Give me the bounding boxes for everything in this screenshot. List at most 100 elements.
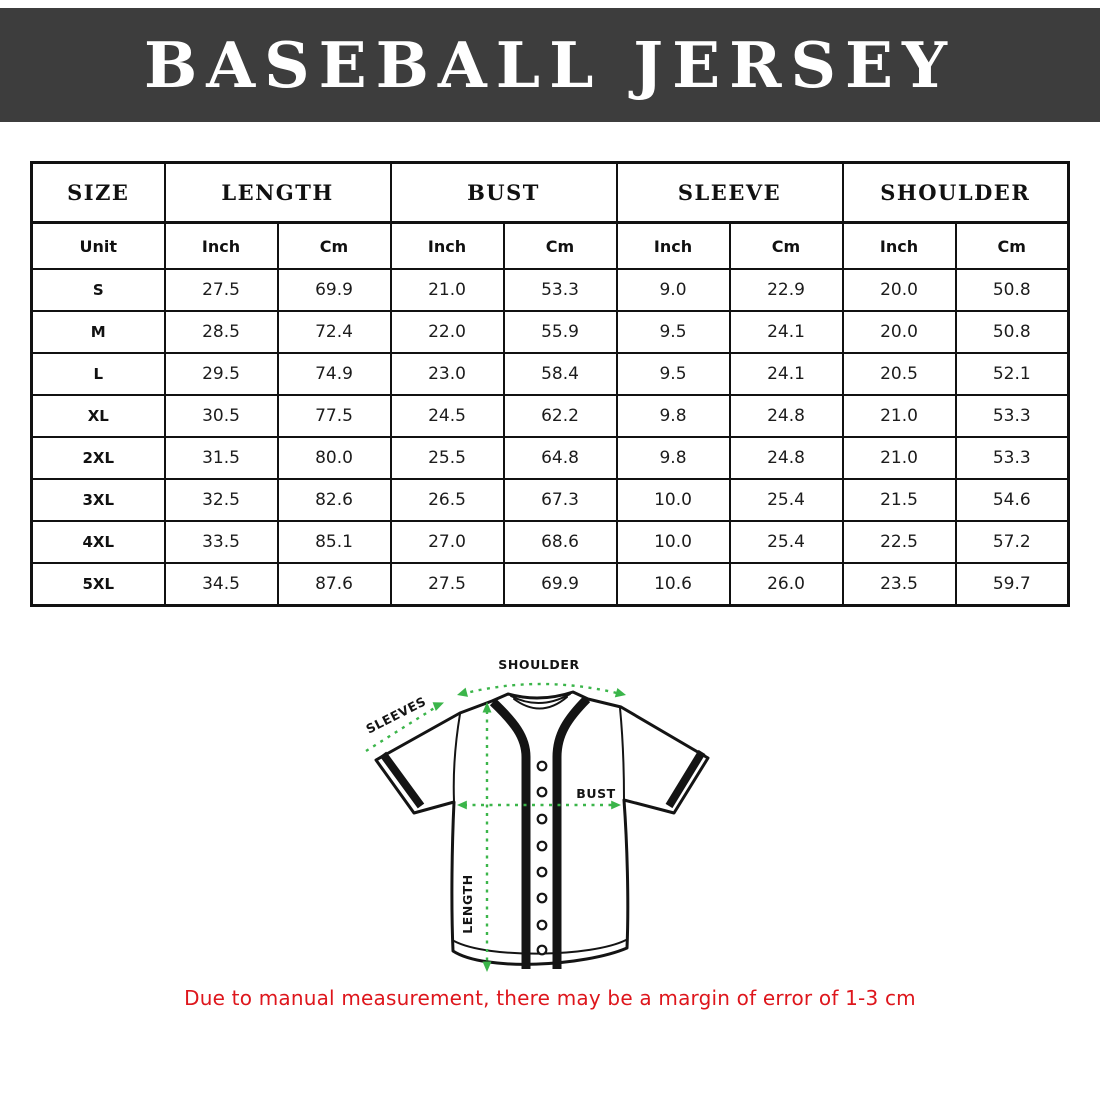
unit-header-7: Cm	[954, 221, 1070, 270]
measurement-value: 9.8	[615, 436, 731, 480]
measurement-value: 32.5	[163, 478, 279, 522]
measurement-value: 10.0	[615, 478, 731, 522]
measurement-value: 57.2	[954, 520, 1070, 564]
unit-header-2: Inch	[389, 221, 505, 270]
measurement-value: 25.4	[728, 478, 844, 522]
measurement-value: 27.5	[163, 268, 279, 312]
measurement-value: 58.4	[502, 352, 618, 396]
measurement-value: 25.4	[728, 520, 844, 564]
measurement-value: 52.1	[954, 352, 1070, 396]
jersey-outline	[374, 690, 710, 966]
measurement-value: 68.6	[502, 520, 618, 564]
measurement-value: 27.0	[389, 520, 505, 564]
measurement-value: 24.1	[728, 352, 844, 396]
measure-lines	[365, 682, 622, 963]
measurement-value: 80.0	[276, 436, 392, 480]
measurement-value: 21.5	[841, 478, 957, 522]
measurement-value: 87.6	[276, 562, 392, 607]
measurement-value: 26.0	[728, 562, 844, 607]
measurement-value: 77.5	[276, 394, 392, 438]
measurement-value: 24.1	[728, 310, 844, 354]
jersey-buttons	[536, 760, 548, 956]
length-measure-label: LENGTH	[460, 874, 475, 934]
table-row-3xl: 3XL 32.5 82.6 26.5 67.3 10.0 25.4 21.5 54.6	[30, 478, 1070, 522]
measurement-value: 74.9	[276, 352, 392, 396]
jersey-placket	[489, 695, 591, 969]
measurement-value: 9.5	[615, 352, 731, 396]
measurement-value: 50.8	[954, 310, 1070, 354]
size-label: XL	[30, 394, 166, 438]
size-label: M	[30, 310, 166, 354]
size-label: 4XL	[30, 520, 166, 564]
unit-header-6: Inch	[841, 221, 957, 270]
size-label: S	[30, 268, 166, 312]
measurement-value: 53.3	[954, 394, 1070, 438]
table-row-m: M 28.5 72.4 22.0 55.9 9.5 24.1 20.0 50.8	[30, 310, 1070, 354]
measurement-value: 24.8	[728, 436, 844, 480]
jersey-cuff-stripes	[379, 749, 706, 809]
shoulder-measure-label: SHOULDER	[498, 657, 580, 672]
measurement-value: 64.8	[502, 436, 618, 480]
col-header-sleeve: SLEEVE	[615, 161, 844, 224]
measurement-value: 85.1	[276, 520, 392, 564]
measurement-value: 21.0	[841, 394, 957, 438]
measurement-value: 22.5	[841, 520, 957, 564]
measurement-value: 54.6	[954, 478, 1070, 522]
size-label: 3XL	[30, 478, 166, 522]
measurement-value: 21.0	[841, 436, 957, 480]
measurement-value: 30.5	[163, 394, 279, 438]
col-header-shoulder: SHOULDER	[841, 161, 1070, 224]
measurement-value: 27.5	[389, 562, 505, 607]
measurement-value: 10.0	[615, 520, 731, 564]
unit-header-4: Inch	[615, 221, 731, 270]
size-label: L	[30, 352, 166, 396]
measurement-value: 29.5	[163, 352, 279, 396]
measurement-value: 22.0	[389, 310, 505, 354]
col-header-length: LENGTH	[163, 161, 392, 224]
measurement-value: 69.9	[276, 268, 392, 312]
measurement-value: 82.6	[276, 478, 392, 522]
measurement-value: 53.3	[502, 268, 618, 312]
measurement-value: 62.2	[502, 394, 618, 438]
measurement-value: 53.3	[954, 436, 1070, 480]
page-title: BASEBALL JERSEY	[144, 28, 956, 102]
jersey-details	[452, 693, 627, 955]
size-label: 5XL	[30, 562, 166, 607]
measurement-value: 9.8	[615, 394, 731, 438]
measurement-value: 22.9	[728, 268, 844, 312]
size-chart-body: S 27.5 69.9 21.0 53.3 9.0 22.9 20.0 50.8 M 28.5 72.…	[30, 268, 1070, 607]
measure-arrowheads	[432, 687, 626, 972]
table-row-2xl: 2XL 31.5 80.0 25.5 64.8 9.8 24.8 21.0 53.3	[30, 436, 1070, 480]
unit-header-0: Inch	[163, 221, 279, 270]
table-row-xl: XL 30.5 77.5 24.5 62.2 9.8 24.8 21.0 53.3	[30, 394, 1070, 438]
measurement-value: 25.5	[389, 436, 505, 480]
measurement-value: 28.5	[163, 310, 279, 354]
measurement-value: 72.4	[276, 310, 392, 354]
jersey-diagram: SHOULDER SLEEVES BUST LENGTH	[330, 638, 770, 1000]
unit-label: Unit	[30, 221, 166, 270]
col-header-size: SIZE	[30, 161, 166, 224]
measurement-value: 24.8	[728, 394, 844, 438]
measurement-value: 20.0	[841, 310, 957, 354]
measurement-value: 33.5	[163, 520, 279, 564]
size-chart-table: SIZE LENGTH BUST SLEEVE SHOULDER Unit Inch Cm In…	[30, 161, 1070, 607]
measurement-value: 10.6	[615, 562, 731, 607]
table-row-4xl: 4XL 33.5 85.1 27.0 68.6 10.0 25.4 22.5 57.2	[30, 520, 1070, 564]
measurement-value: 24.5	[389, 394, 505, 438]
measurement-value: 9.0	[615, 268, 731, 312]
measurement-value: 23.0	[389, 352, 505, 396]
size-chart-head: SIZE LENGTH BUST SLEEVE SHOULDER Unit Inch Cm In…	[30, 161, 1070, 270]
measurement-value: 31.5	[163, 436, 279, 480]
jersey-svg: SHOULDER SLEEVES BUST LENGTH	[363, 657, 710, 972]
table-row-s: S 27.5 69.9 21.0 53.3 9.0 22.9 20.0 50.8	[30, 268, 1070, 312]
disclaimer-text: Due to manual measurement, there may be …	[184, 986, 916, 1010]
size-label: 2XL	[30, 436, 166, 480]
banner: BASEBALL JERSEY	[0, 8, 1100, 122]
measurement-value: 50.8	[954, 268, 1070, 312]
measurement-value: 69.9	[502, 562, 618, 607]
measurement-value: 20.0	[841, 268, 957, 312]
measurement-value: 26.5	[389, 478, 505, 522]
measurement-value: 59.7	[954, 562, 1070, 607]
col-header-bust: BUST	[389, 161, 618, 224]
